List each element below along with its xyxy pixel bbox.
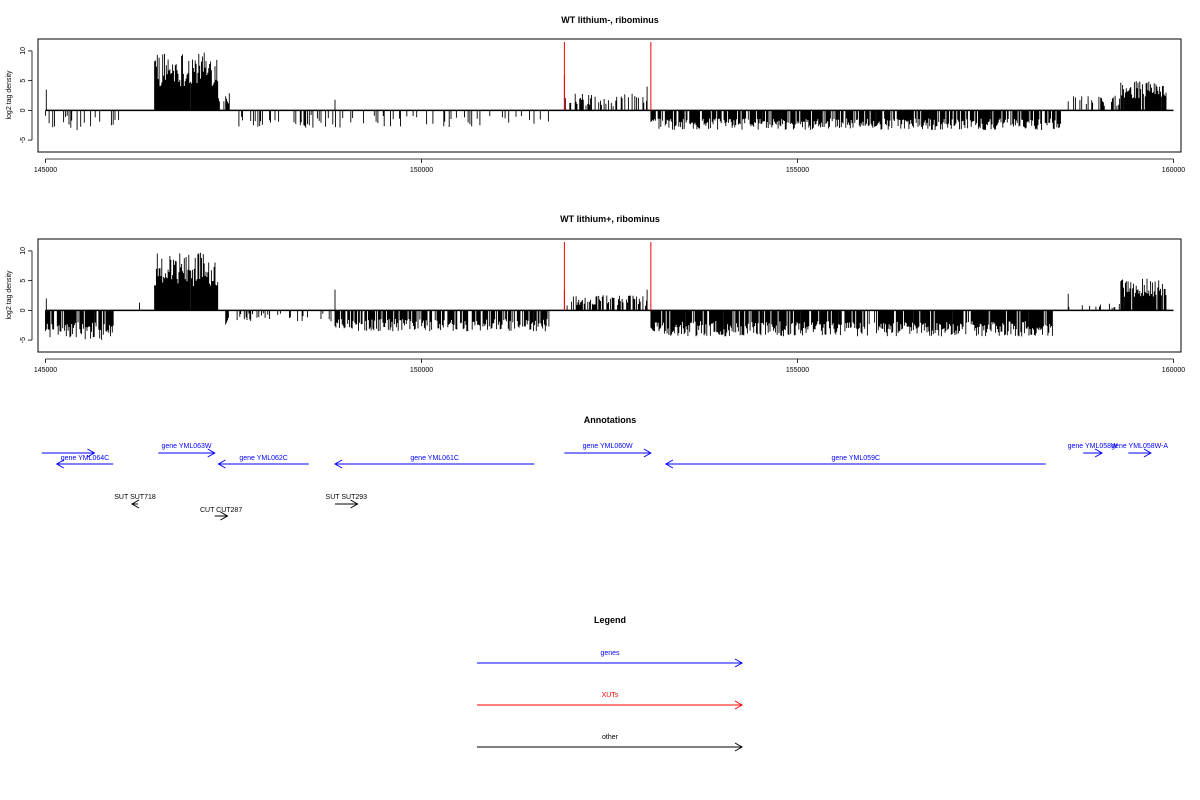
annotation-label: gene YML064C [61, 455, 110, 462]
y-tick-label: 5 [20, 79, 27, 83]
signal-bar-path [45, 52, 1167, 131]
annotation-arrow: gene YML063W [158, 443, 216, 458]
y-tick-label: 0 [20, 108, 27, 112]
x-tick-label: 145000 [34, 367, 57, 374]
panel-title: WT lithium+, ribominus [560, 214, 660, 224]
y-axis: -5 0 5 10 [20, 47, 33, 143]
legend: Legend genes XUTs other [477, 615, 744, 752]
panel-title: WT lithium-, ribominus [561, 15, 659, 25]
annotation-label: gene YML059C [832, 455, 881, 462]
x-tick-label: 160000 [1162, 367, 1185, 374]
legend-label: other [602, 734, 619, 741]
track-panel-lithium-minus: WT lithium-, ribominus log2 tag density … [6, 15, 1185, 174]
annotation-label: gene YML063W [161, 443, 211, 450]
plot-frame [37, 38, 1182, 153]
annotation-label: SUT SUT718 [114, 494, 156, 501]
annotation-label: gene YML061C [410, 455, 459, 462]
annotations-title: Annotations [584, 415, 637, 425]
x-tick-label: 150000 [410, 367, 433, 374]
track-panel-lithium-plus: WT lithium+, ribominus log2 tag density … [6, 214, 1185, 374]
x-tick-label: 145000 [34, 167, 57, 174]
y-axis: -5 0 5 10 [20, 247, 33, 343]
y-tick-label: -5 [20, 337, 27, 343]
legend-title: Legend [594, 615, 626, 625]
x-axis: 145000 150000 155000 160000 [34, 358, 1185, 374]
signal-bar-path [45, 252, 1167, 340]
y-tick-label: 10 [20, 47, 27, 55]
y-tick-label: 0 [20, 308, 27, 312]
annotation-arrow [41, 448, 96, 458]
y-tick-label: 10 [20, 247, 27, 255]
legend-entry: XUTs [477, 692, 744, 710]
legend-label: genes [600, 650, 620, 657]
xut-markers [563, 242, 652, 311]
annotation-arrow: gene YML059C [664, 455, 1046, 469]
annotation-arrow: gene YML064C [55, 455, 114, 469]
annotation-label: gene YML060W [583, 443, 633, 450]
y-axis-label: log2 tag density [6, 70, 13, 120]
x-axis: 145000 150000 155000 160000 [34, 158, 1185, 174]
annotation-label: CUT CUT287 [200, 507, 242, 514]
annotation-arrow: SUT SUT718 [114, 494, 156, 509]
annotation-arrow: gene YML058W-A [1111, 443, 1168, 458]
annotation-arrow: SUT SUT293 [326, 494, 368, 509]
annotation-label: SUT SUT293 [326, 494, 368, 501]
annotation-label: gene YML062C [239, 455, 288, 462]
legend-entry: genes [477, 650, 744, 668]
x-tick-label: 150000 [410, 167, 433, 174]
plot-frame [37, 238, 1182, 353]
legend-entry: other [477, 734, 744, 752]
annotation-label: gene YML058W [1068, 443, 1118, 450]
x-tick-label: 155000 [786, 167, 809, 174]
legend-label: XUTs [602, 692, 619, 699]
x-tick-label: 155000 [786, 367, 809, 374]
y-axis-label: log2 tag density [6, 270, 13, 320]
annotation-arrow: gene YML060W [564, 443, 652, 458]
y-tick-label: 5 [20, 279, 27, 283]
annotation-arrow: CUT CUT287 [200, 507, 242, 521]
x-tick-label: 160000 [1162, 167, 1185, 174]
legend-entries: genes XUTs other [477, 650, 744, 752]
annotation-arrow: gene YML058W [1068, 443, 1118, 458]
annotation-arrow: gene YML061C [334, 455, 535, 469]
signal-bars [45, 52, 1174, 131]
y-tick-label: -5 [20, 137, 27, 143]
annotation-arrow: gene YML062C [217, 455, 309, 469]
signal-bars [45, 252, 1174, 340]
annotation-label: gene YML058W-A [1111, 443, 1168, 450]
xut-markers [563, 42, 652, 111]
annotation-features: gene YML064C gene YML063W gene YML062C gene… [41, 443, 1168, 521]
